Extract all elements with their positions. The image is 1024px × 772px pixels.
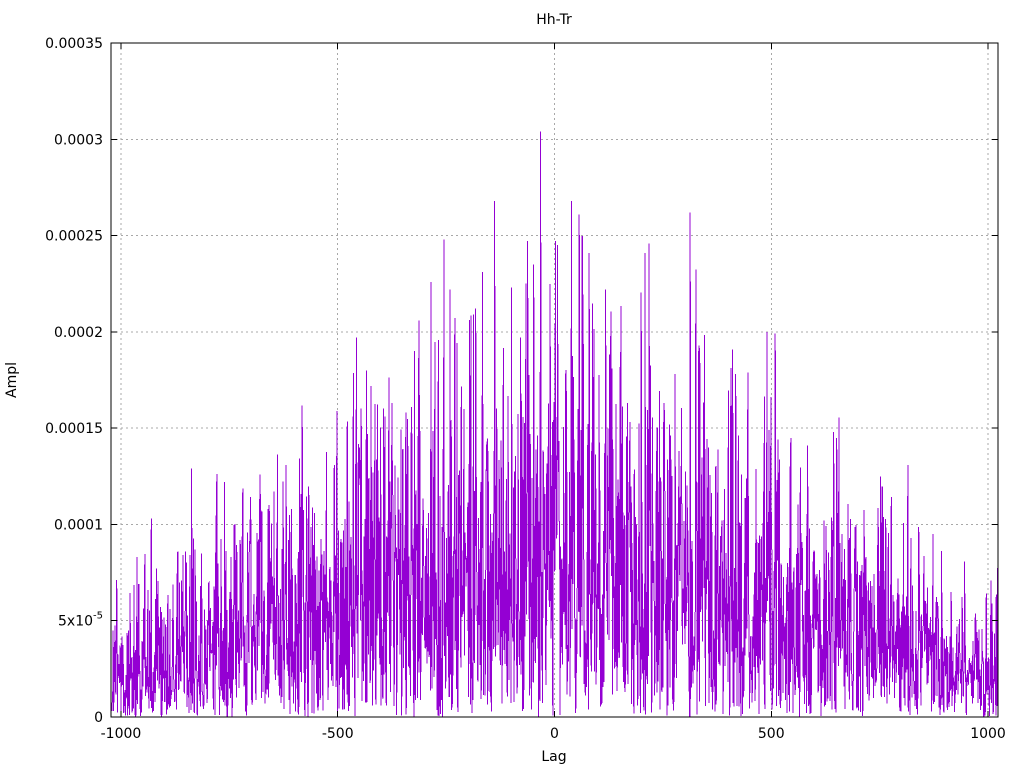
y-tick-label: 0.0002 bbox=[54, 325, 103, 341]
y-tick-label: 0.0001 bbox=[54, 517, 103, 533]
x-tick-label: 500 bbox=[758, 726, 785, 742]
y-tick-label: 0.00035 bbox=[45, 36, 103, 52]
x-tick-label: -500 bbox=[322, 726, 354, 742]
y-tick-label: 0.0003 bbox=[54, 132, 103, 148]
plot-frame bbox=[110, 42, 999, 718]
y-tick-labels: 0 5x10-5 0.0001 0.00015 0.0002 0.00025 0.0003 0… bbox=[45, 36, 103, 726]
data-series bbox=[110, 131, 999, 718]
x-tick-label: 1000 bbox=[970, 726, 1006, 742]
x-tick-label: -1000 bbox=[101, 726, 142, 742]
x-tick-label: 0 bbox=[550, 726, 559, 742]
x-tick-labels: -1000 -500 0 500 1000 bbox=[101, 726, 1006, 742]
y-tick-label: 0 bbox=[94, 710, 103, 726]
y-tick-label: 0.00015 bbox=[45, 421, 103, 437]
y-tick-label: 5x10-5 bbox=[58, 611, 103, 630]
y-tick-label: 0.00025 bbox=[45, 229, 103, 245]
x-axis-label: Lag bbox=[541, 749, 566, 765]
chart-title: Hh-Tr bbox=[536, 12, 572, 28]
y-axis-label: Ampl bbox=[4, 362, 20, 398]
